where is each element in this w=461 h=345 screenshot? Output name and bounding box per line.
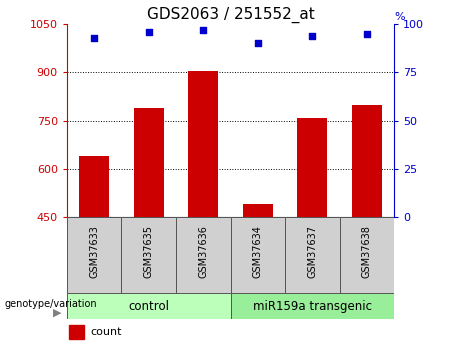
Bar	[134, 108, 164, 345]
Text: GSM37636: GSM37636	[198, 225, 208, 278]
FancyBboxPatch shape	[176, 217, 230, 293]
Title: GDS2063 / 251552_at: GDS2063 / 251552_at	[147, 7, 314, 23]
FancyBboxPatch shape	[67, 293, 230, 319]
Text: GSM37633: GSM37633	[89, 225, 99, 278]
Point	[254, 41, 261, 46]
Point	[363, 31, 371, 37]
Point	[308, 33, 316, 39]
FancyBboxPatch shape	[67, 217, 121, 293]
FancyBboxPatch shape	[121, 217, 176, 293]
Text: GSM37637: GSM37637	[307, 225, 317, 278]
Text: ▶: ▶	[53, 308, 62, 318]
FancyBboxPatch shape	[340, 217, 394, 293]
Bar	[79, 156, 109, 345]
Text: GSM37635: GSM37635	[144, 225, 154, 278]
Bar	[69, 325, 84, 339]
Text: GSM37634: GSM37634	[253, 225, 263, 278]
Point	[200, 27, 207, 33]
Bar	[243, 205, 273, 345]
Bar	[188, 71, 218, 345]
FancyBboxPatch shape	[285, 217, 340, 293]
FancyBboxPatch shape	[230, 217, 285, 293]
Text: count: count	[91, 327, 122, 337]
Point	[90, 35, 98, 40]
Bar	[352, 105, 382, 345]
Text: control: control	[128, 300, 169, 313]
FancyBboxPatch shape	[230, 293, 394, 319]
Point	[145, 29, 152, 34]
Text: genotype/variation: genotype/variation	[5, 299, 97, 308]
Text: miR159a transgenic: miR159a transgenic	[253, 300, 372, 313]
Text: GSM37638: GSM37638	[362, 225, 372, 278]
Bar	[297, 118, 327, 345]
Text: %: %	[394, 12, 405, 22]
